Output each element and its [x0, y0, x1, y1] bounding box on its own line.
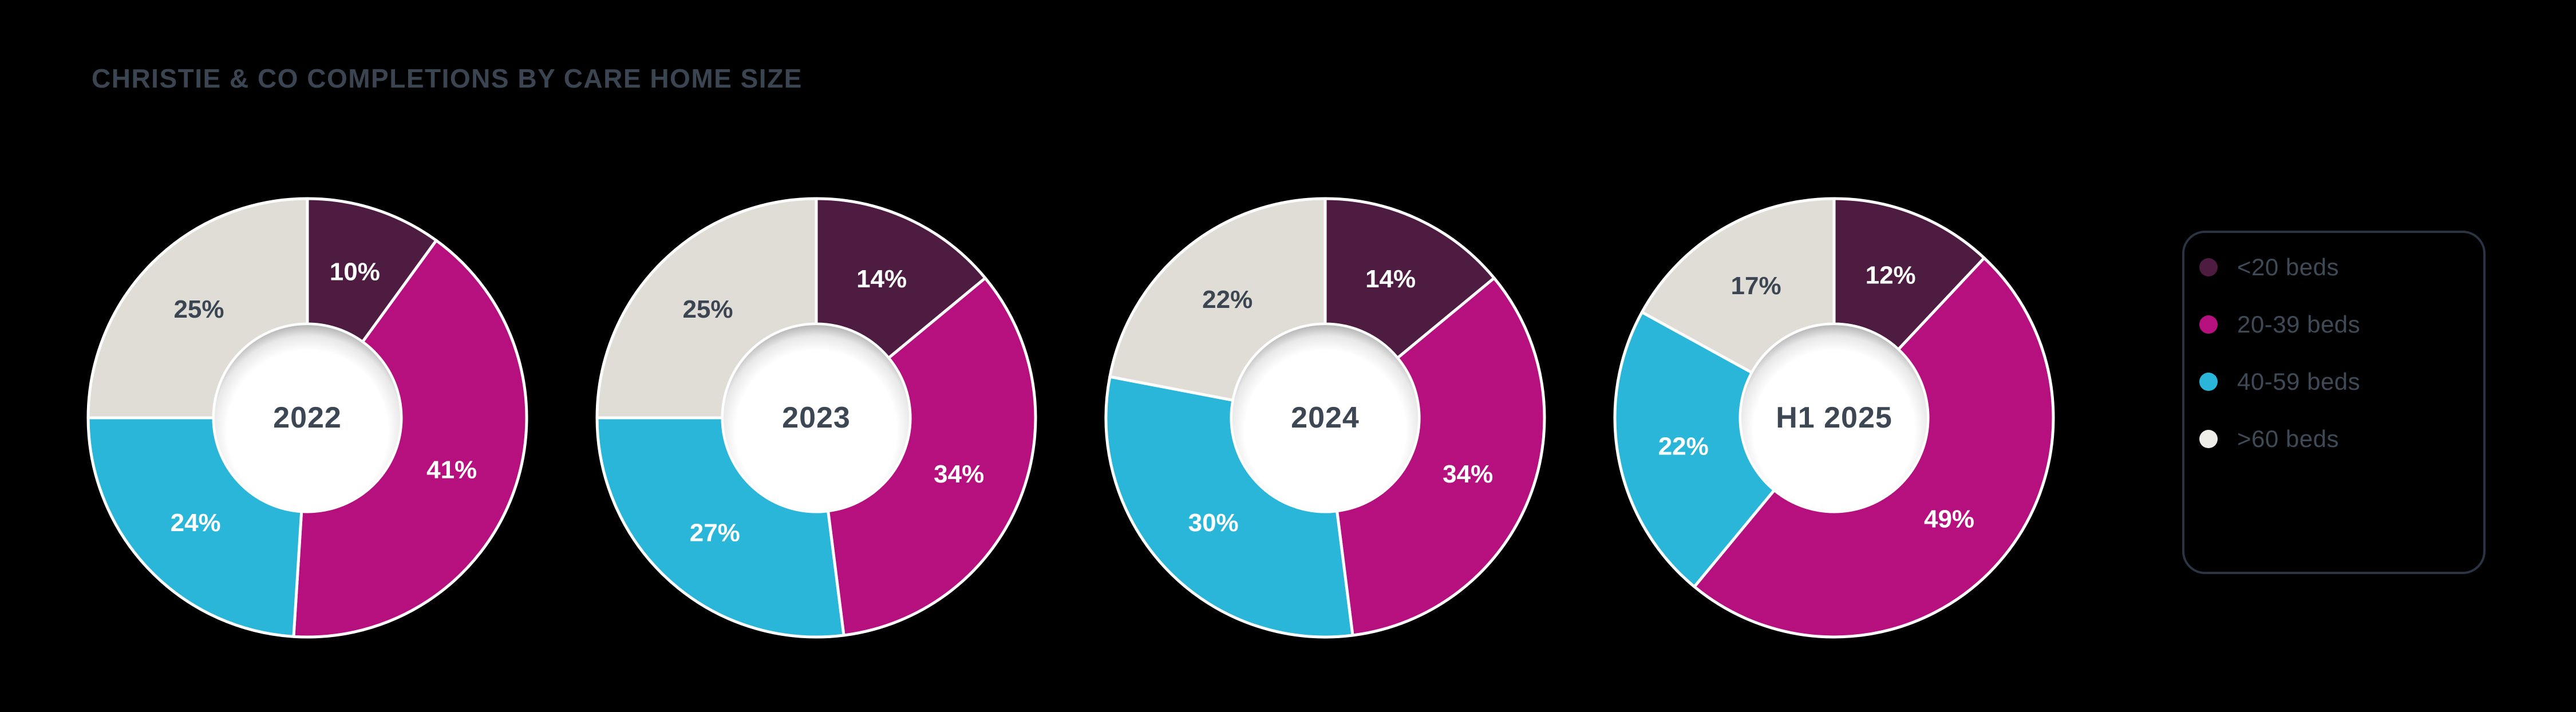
slice-h1-2025-gt-60-beds — [1640, 197, 1836, 374]
slice-label-2022-40-59-beds: 24% — [171, 509, 221, 537]
slice-2024-gt-60-beds — [1108, 197, 1327, 402]
slice-2024-20-39-beds — [1336, 276, 1546, 637]
slice-label-2022-20-39-beds: 41% — [426, 456, 477, 484]
donut-chart-2024: 14% 34% 30% 22% 2024 — [1102, 195, 1548, 641]
slice-label-2024-gt-60-beds: 22% — [1202, 286, 1253, 314]
legend-item-gt-60-beds: >60 beds — [2199, 419, 2483, 459]
slice-label-h1-2025-40-59-beds: 22% — [1658, 433, 1709, 461]
legend-item-20-39-beds: 20-39 beds — [2199, 304, 2483, 345]
donut-chart-h1-2025: 12% 49% 22% 17% H1 2025 — [1611, 195, 2057, 641]
legend-swatch-lt-20-beds — [2199, 258, 2218, 276]
slice-label-2023-gt-60-beds: 25% — [682, 295, 733, 323]
slice-2024-40-59-beds — [1104, 375, 1354, 639]
slice-h1-2025-lt-20-beds — [1832, 197, 1986, 351]
donut-hole-shadow — [215, 325, 400, 511]
slice-h1-2025-20-39-beds — [1693, 256, 2055, 639]
legend-swatch-40-59-beds — [2199, 373, 2218, 391]
donut-hole-shadow — [724, 325, 909, 511]
slice-2022-40-59-beds — [86, 416, 303, 638]
legend-label: <20 beds — [2237, 254, 2339, 280]
slice-label-2024-20-39-beds: 34% — [1443, 460, 1493, 488]
donut-center-label: 2023 — [782, 401, 851, 434]
donut-center-label: 2022 — [273, 401, 342, 434]
slice-label-2023-20-39-beds: 34% — [934, 460, 984, 488]
slice-2023-40-59-beds — [595, 416, 846, 639]
slice-h1-2025-40-59-beds — [1613, 310, 1776, 588]
legend-item-40-59-beds: 40-59 beds — [2199, 362, 2483, 402]
slice-2022-gt-60-beds — [86, 197, 309, 420]
legend-label: 40-59 beds — [2237, 368, 2361, 395]
donut-chart-2022: 10% 41% 24% 25% 2022 — [84, 195, 531, 641]
legend-list: <20 beds 20-39 beds 40-59 beds >60 beds — [2199, 247, 2483, 459]
slice-2023-lt-20-beds — [815, 197, 987, 359]
slice-label-2024-40-59-beds: 30% — [1188, 509, 1239, 537]
legend-swatch-20-39-beds — [2199, 315, 2218, 334]
slice-label-h1-2025-20-39-beds: 49% — [1924, 505, 1974, 533]
legend-item-lt-20-beds: <20 beds — [2199, 247, 2483, 287]
slice-2024-lt-20-beds — [1323, 197, 1496, 359]
donut-chart-2023: 14% 34% 27% 25% 2023 — [593, 195, 1040, 641]
slice-label-2024-lt-20-beds: 14% — [1365, 265, 1416, 293]
donut-hole-shadow — [1741, 325, 1927, 511]
donut-charts-row: 10% 41% 24% 25% 2022 14% 34% 27% 25% 2023 14% 34% 30… — [84, 195, 2057, 641]
slice-label-h1-2025-gt-60-beds: 17% — [1731, 272, 1781, 300]
slice-2022-20-39-beds — [292, 239, 528, 639]
legend-label: >60 beds — [2237, 425, 2339, 452]
chart-title: CHRISTIE & CO COMPLETIONS BY CARE HOME S… — [92, 64, 803, 93]
legend-swatch-gt-60-beds — [2199, 430, 2218, 448]
slice-2023-20-39-beds — [827, 276, 1037, 637]
donut-center-label: 2024 — [1291, 401, 1360, 434]
legend-box: <20 beds 20-39 beds 40-59 beds >60 beds — [2182, 231, 2486, 574]
legend-label: 20-39 beds — [2237, 311, 2361, 338]
donut-center-label: H1 2025 — [1776, 401, 1893, 434]
slice-label-2023-40-59-beds: 27% — [690, 519, 740, 547]
slice-label-2022-lt-20-beds: 10% — [330, 258, 380, 286]
slice-label-h1-2025-lt-20-beds: 12% — [1866, 261, 1916, 289]
slice-2023-gt-60-beds — [595, 197, 818, 420]
slice-2022-lt-20-beds — [306, 197, 438, 343]
donut-hole-shadow — [1232, 325, 1418, 511]
slice-label-2022-gt-60-beds: 25% — [173, 295, 224, 323]
slice-label-2023-lt-20-beds: 14% — [856, 265, 907, 293]
